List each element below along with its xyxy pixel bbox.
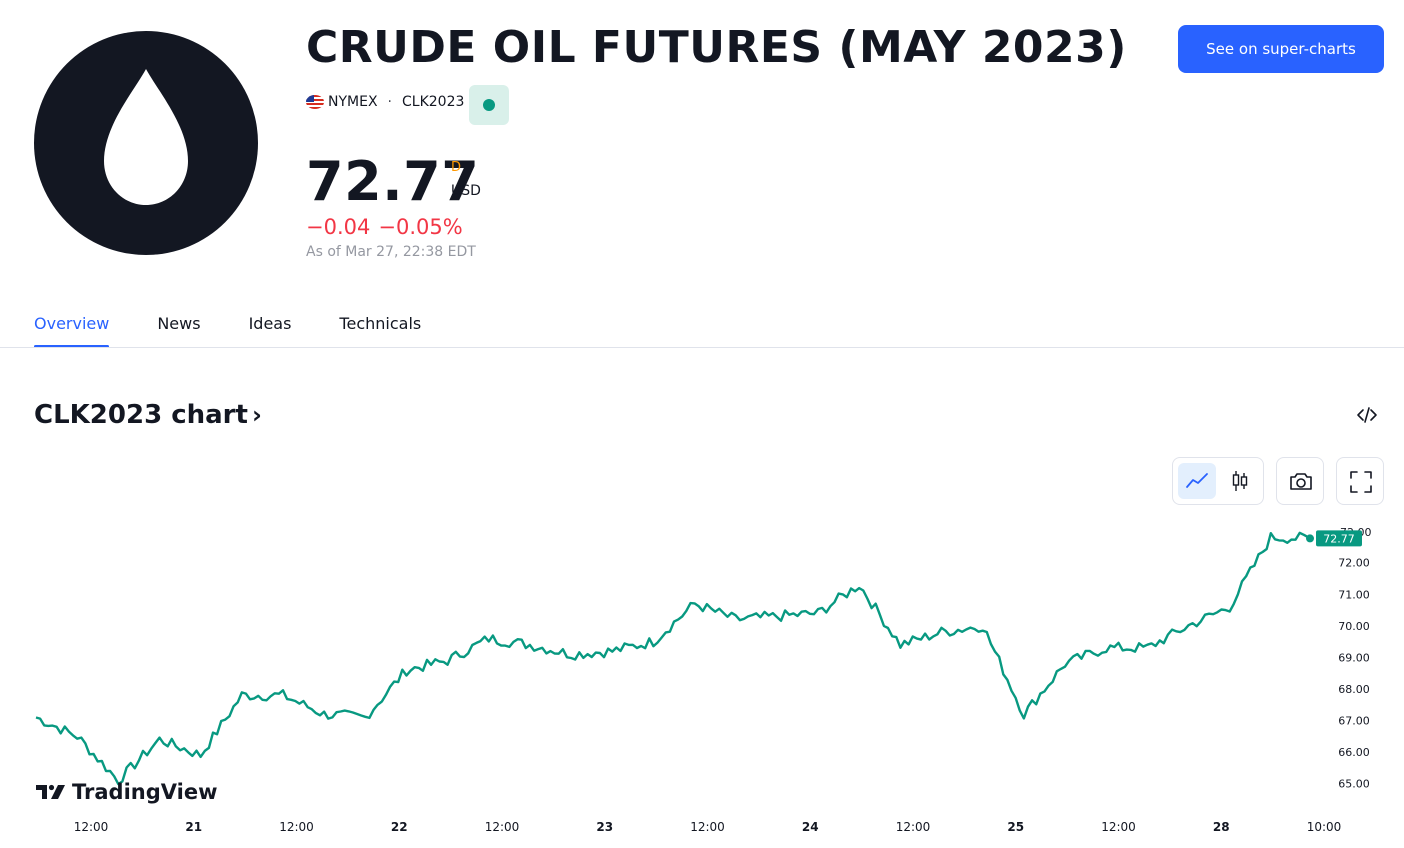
tab-technicals[interactable]: Technicals — [339, 314, 422, 333]
x-tick-time-label: 12:00 — [279, 820, 314, 834]
x-tick-time-label: 12:00 — [1101, 820, 1136, 834]
tradingview-icon — [36, 784, 65, 799]
symbol-label: CLK2023 — [402, 94, 465, 110]
chart-section-title[interactable]: CLK2023 chart › — [34, 400, 262, 430]
x-tick-day-label: 24 — [802, 820, 819, 834]
candlestick-chart-button[interactable] — [1221, 463, 1259, 499]
chart-style-toggle — [1172, 457, 1264, 505]
oil-drop-icon — [104, 69, 188, 205]
tab-ideas[interactable]: Ideas — [248, 314, 292, 333]
meta-separator: · — [387, 94, 392, 110]
chevron-right-icon: › — [251, 401, 262, 429]
tradingview-wordmark: TradingView — [72, 780, 218, 804]
tab-overview[interactable]: Overview — [34, 314, 110, 348]
x-tick-time-label: 12:00 — [485, 820, 520, 834]
price-chart[interactable]: 72.00 71.00 70.00 69.00 68.00 67.00 66.00 65.00… — [0, 520, 1404, 845]
x-tick-day-label: 25 — [1007, 820, 1024, 834]
y-tick-label: 67.00 — [1338, 715, 1370, 728]
change-absolute: −0.04 — [306, 215, 371, 239]
symbol-meta: NYMEX · CLK2023 — [306, 94, 464, 110]
tradingview-logo[interactable]: TradingView — [36, 780, 217, 804]
tab-news[interactable]: News — [157, 314, 201, 333]
x-tick-time-label: 12:00 — [690, 820, 725, 834]
fullscreen-icon — [1350, 471, 1372, 493]
y-tick-label: 71.00 — [1338, 588, 1370, 601]
us-flag-icon — [306, 95, 324, 109]
tabs-divider — [0, 347, 1404, 348]
page-title: CRUDE OIL FUTURES (MAY 2023) — [306, 22, 1127, 73]
oil-drop-logo — [34, 31, 258, 255]
y-tick-label: 69.00 — [1338, 651, 1370, 664]
camera-icon — [1290, 473, 1312, 490]
quote-timestamp: As of Mar 27, 22:38 EDT — [306, 244, 476, 260]
price-currency: USD — [451, 183, 481, 199]
last-price-badge-label: 72.77 — [1323, 532, 1355, 545]
symbol-tabs: Overview News Ideas Technicals — [34, 314, 469, 348]
x-tick-time-label: 10:00 — [1307, 820, 1342, 834]
change-percent: −0.05% — [378, 215, 463, 239]
delayed-marker: D — [451, 160, 462, 175]
y-tick-label: 70.00 — [1338, 620, 1370, 633]
market-status-badge[interactable] — [469, 85, 509, 125]
candlestick-icon — [1232, 471, 1248, 491]
snapshot-button[interactable] — [1276, 457, 1324, 505]
x-tick-time-label: 12:00 — [74, 820, 109, 834]
y-tick-label: 72.00 — [1338, 557, 1370, 570]
line-chart-icon — [1186, 473, 1208, 488]
exchange-label[interactable]: NYMEX — [328, 94, 378, 110]
y-tick-label: 68.00 — [1338, 683, 1370, 696]
price-change: −0.04 −0.05% — [306, 215, 471, 239]
x-tick-day-label: 28 — [1213, 820, 1230, 834]
last-point-marker — [1306, 534, 1314, 543]
x-tick-day-label: 22 — [391, 820, 408, 834]
x-tick-time-label: 12:00 — [896, 820, 931, 834]
market-open-dot-icon — [483, 99, 495, 111]
fullscreen-button[interactable] — [1336, 457, 1384, 505]
y-tick-label: 66.00 — [1338, 746, 1370, 759]
chart-title-text: CLK2023 chart — [34, 400, 248, 430]
y-tick-label: 65.00 — [1338, 778, 1370, 791]
price-line-series — [35, 531, 1313, 786]
last-price: 72.77 — [306, 150, 480, 213]
embed-code-icon[interactable] — [1355, 403, 1379, 427]
super-charts-button[interactable]: See on super-charts — [1178, 25, 1384, 73]
x-tick-day-label: 23 — [596, 820, 613, 834]
last-price-badge — [1316, 530, 1362, 547]
line-chart-button[interactable] — [1178, 463, 1216, 499]
x-tick-day-label: 21 — [185, 820, 202, 834]
